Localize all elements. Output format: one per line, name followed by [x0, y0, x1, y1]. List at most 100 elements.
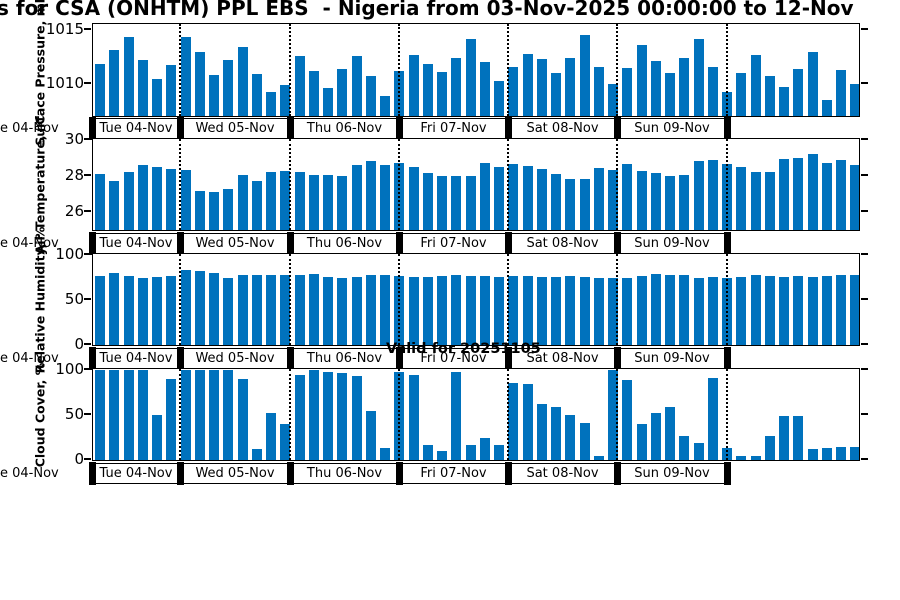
air-temperature-bar — [365, 160, 376, 230]
surface-pressure-bar — [636, 45, 647, 116]
surface-pressure-bar — [95, 63, 105, 116]
day-separator-bar — [505, 117, 512, 140]
figure-title: s for CSA (ONHTM) PPL EBS - Nigeria from… — [0, 0, 854, 20]
y-tick-label: 0 — [74, 450, 84, 468]
surface-pressure-bar — [693, 38, 704, 116]
cloud-cover-bar — [152, 415, 162, 460]
day-label: Thu 06-Nov — [306, 121, 383, 136]
surface-pressure-bar — [536, 59, 547, 116]
air-temperature-bar — [194, 191, 205, 230]
air-temperature-bar — [294, 171, 305, 230]
surface-pressure-bar — [323, 88, 333, 116]
y-tick-left — [84, 210, 91, 212]
relative-humidity-bar — [793, 275, 804, 345]
day-boundary-dotted-line — [179, 254, 181, 345]
cloud-cover-bar — [707, 378, 718, 460]
relative-humidity-bar — [821, 275, 832, 345]
y-tick-right — [861, 413, 868, 415]
y-tick-label: 0 — [74, 335, 84, 353]
day-boundary-dotted-line — [507, 369, 509, 460]
cloud-cover-bar — [308, 370, 319, 460]
day-boundary-dotted-line — [179, 369, 181, 460]
y-tick-right — [861, 458, 868, 460]
day-boundary-dotted-line — [726, 254, 728, 345]
y-tick-label: 26 — [64, 202, 84, 220]
day-label: Tue 04-Nov — [99, 121, 173, 136]
day-label-box: Tue 04-Nov — [92, 233, 180, 254]
cloud-cover-bar — [194, 370, 205, 460]
day-separator-bar — [89, 347, 96, 370]
cloud-cover-bar — [807, 449, 818, 460]
surface-pressure-bar — [223, 60, 234, 116]
air-temperature-bar — [608, 169, 618, 230]
cloud-cover-bar — [408, 375, 419, 460]
day-label: Tue 04-Nov — [99, 351, 173, 366]
surface-pressure-bar — [337, 68, 348, 116]
cloud-cover-bar — [294, 374, 305, 460]
relative-humidity-bar — [323, 276, 333, 345]
relative-humidity-bar — [308, 273, 319, 345]
day-boundary-dotted-line — [289, 24, 291, 116]
air-temperature-bar — [764, 172, 775, 230]
relative-humidity-bar — [736, 276, 747, 345]
day-label: Fri 07-Nov — [420, 121, 487, 136]
air-temperature-bar — [209, 192, 219, 230]
day-label-box: Fri 07-Nov — [399, 233, 508, 254]
cloud-cover-bar — [622, 379, 633, 460]
air-temperature-bar — [223, 188, 234, 230]
air-temperature-bar — [779, 158, 789, 230]
cloud-cover-bar — [750, 455, 761, 460]
surface-pressure-bar — [166, 64, 177, 116]
air-temperature-bar — [536, 168, 547, 230]
relative-humidity-bar — [152, 276, 162, 345]
relative-humidity-bar — [779, 276, 789, 345]
air-temperature-bar — [836, 159, 846, 230]
day-boundary-dotted-line — [616, 24, 618, 116]
surface-pressure-bar — [251, 74, 262, 116]
cloud-cover-bar — [593, 456, 604, 460]
relative-humidity-bar — [650, 273, 661, 345]
y-tick-right — [861, 343, 868, 345]
day-label-box: Wed 05-Nov — [180, 118, 290, 139]
day-boundary-dotted-line — [289, 369, 291, 460]
day-label: Fri 07-Nov — [420, 351, 487, 366]
relative-humidity-bar — [636, 275, 647, 345]
surface-pressure-bar — [380, 95, 390, 116]
cloud-cover-bar — [565, 415, 576, 460]
relative-humidity-bar — [408, 276, 419, 345]
day-separator-bar — [724, 347, 731, 370]
relative-humidity-bar — [608, 278, 618, 345]
surface-pressure-bar — [422, 63, 433, 116]
y-tick-left — [84, 253, 91, 255]
relative-humidity-bar — [95, 275, 105, 345]
cloud-cover-bar — [251, 449, 262, 460]
air-temperature-bar — [636, 170, 647, 230]
day-label-box: Fri 07-Nov — [399, 463, 508, 484]
day-label-box: Wed 05-Nov — [180, 233, 290, 254]
y-tick-label: 50 — [64, 405, 84, 423]
relative-humidity-bar — [593, 277, 604, 345]
day-separator-bar — [177, 462, 184, 485]
relative-humidity-bar — [365, 274, 376, 345]
relative-humidity-bar — [237, 274, 248, 345]
y-tick-left — [84, 413, 91, 415]
cloud-cover-bar — [551, 406, 561, 460]
surface-pressure-bar — [764, 76, 775, 116]
cloud-cover-bar — [494, 444, 504, 460]
cloud-cover-bar — [237, 379, 248, 460]
day-separator-bar — [505, 232, 512, 255]
day-separator-bar — [287, 232, 294, 255]
cloud-cover-bar — [422, 444, 433, 460]
air-temperature-bar — [793, 158, 804, 230]
day-separator-bar — [396, 462, 403, 485]
surface-pressure-bar — [294, 56, 305, 116]
air-temperature-bar — [437, 176, 447, 230]
day-boundary-dotted-line — [507, 254, 509, 345]
valid-for-label: Valid for 20251105 — [386, 341, 541, 357]
air-temperature-bar — [551, 174, 561, 230]
day-boundary-dotted-line — [289, 254, 291, 345]
day-boundary-dotted-line — [616, 254, 618, 345]
y-tick-right — [861, 253, 868, 255]
air-temperature-bar — [522, 166, 533, 230]
day-separator-bar — [724, 117, 731, 140]
